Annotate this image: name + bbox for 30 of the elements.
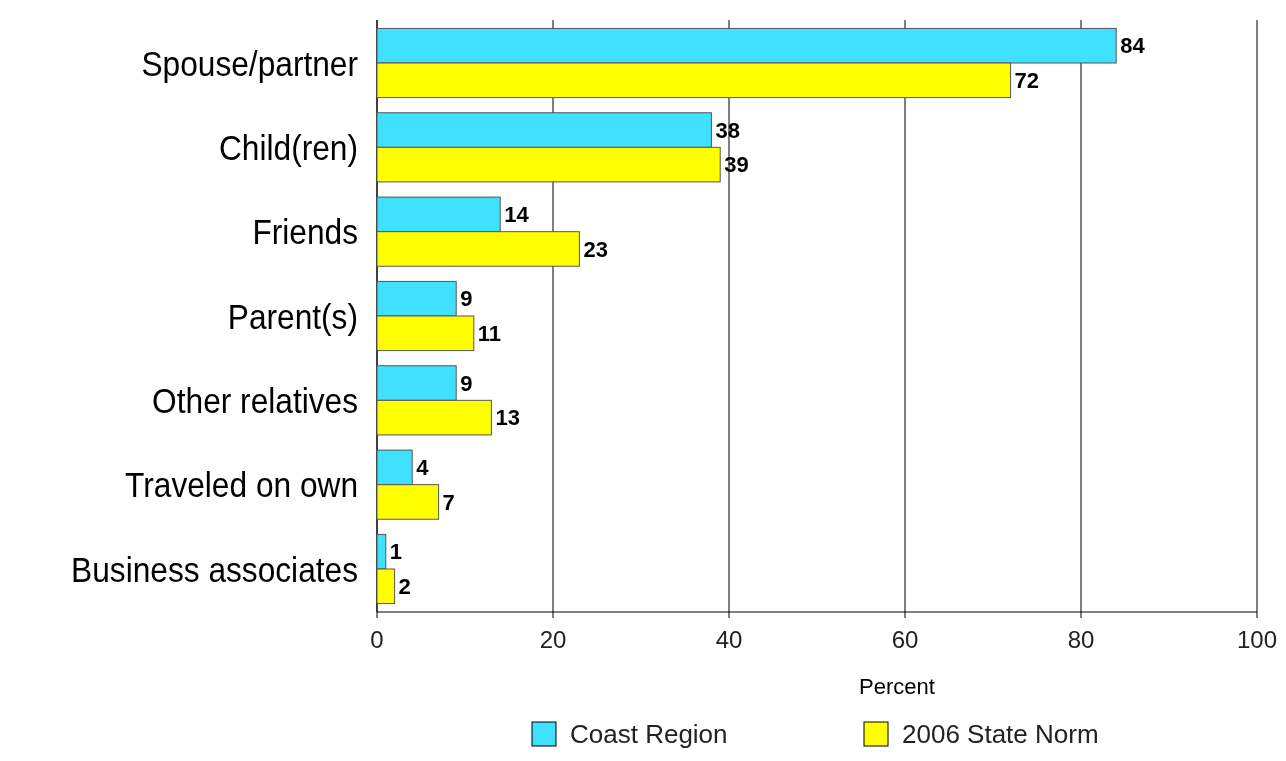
x-tick-label: 80 [1067, 626, 1095, 653]
y-tick-label: Child(ren) [218, 127, 358, 168]
x-axis-title: Percent [859, 674, 935, 699]
y-tick-label: Parent(s) [227, 295, 358, 337]
x-tick-label: 100 [1236, 626, 1278, 653]
y-tick-label: Business associates [71, 548, 358, 590]
data-label: 38 [715, 117, 740, 143]
data-label: 39 [724, 152, 749, 178]
data-label: 84 [1120, 33, 1146, 59]
y-tick-label: Traveled on own [125, 464, 358, 505]
data-label: 23 [583, 236, 608, 262]
data-label: 9 [460, 286, 473, 312]
data-label: 14 [504, 202, 530, 228]
y-tick-label: Other relatives [152, 380, 358, 421]
legend-label: 2006 State Norm [902, 719, 1099, 750]
x-tick-label: 20 [539, 626, 567, 653]
data-label: 2 [398, 573, 411, 599]
y-tick-label: Spouse/partner [141, 42, 358, 84]
data-label: 7 [442, 489, 455, 515]
x-tick-label: 0 [370, 626, 384, 653]
data-label: 11 [477, 320, 502, 346]
data-label: 4 [416, 455, 430, 481]
y-tick-label: Friends [252, 211, 358, 252]
legend-label: Coast Region [570, 719, 728, 750]
x-tick-label: 40 [715, 626, 743, 653]
data-label: 13 [495, 405, 520, 431]
data-label: 72 [1014, 68, 1040, 93]
data-label: 9 [460, 370, 473, 396]
data-label: 1 [389, 539, 403, 565]
x-tick-label: 60 [891, 626, 919, 653]
